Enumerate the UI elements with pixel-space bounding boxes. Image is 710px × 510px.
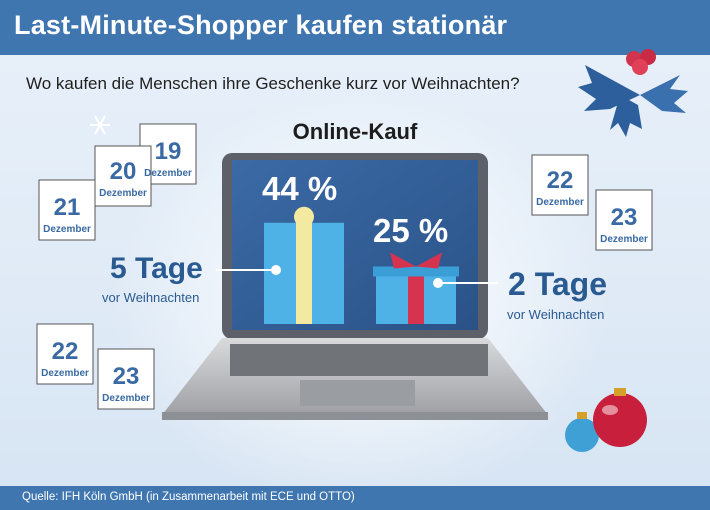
calendar-22-left: 22 Dezember <box>41 338 89 379</box>
left-label-small: vor Weihnachten <box>102 290 200 305</box>
subtitle: Wo kaufen die Menschen ihre Geschenke ku… <box>26 74 520 93</box>
connector-dot-right <box>433 278 443 288</box>
connector-dot-left <box>271 265 281 275</box>
data-label-1: 44 % <box>262 170 338 207</box>
holly-icon <box>578 49 688 137</box>
calendar-19: 19 Dezember <box>144 138 192 179</box>
calendar-22-right: 22 Dezember <box>536 167 584 208</box>
title-bar: Last-Minute-Shopper kaufen stationär <box>0 0 710 55</box>
right-label-big: 2 Tage <box>508 266 607 302</box>
left-label-big: 5 Tage <box>110 252 203 285</box>
chart-bars <box>264 206 459 324</box>
gift-bow-2 <box>390 252 442 269</box>
calendar-20: 20 Dezember <box>99 158 147 199</box>
calendar-21: 21 Dezember <box>43 194 91 235</box>
christmas-ornament-icon <box>565 388 647 452</box>
chart-title: Online-Kauf <box>292 119 418 144</box>
footer: Quelle: IFH Köln GmbH (in Zusammenarbeit… <box>0 486 710 510</box>
calendar-23-left: 23 Dezember <box>102 363 150 404</box>
snowflake-icon <box>90 115 110 135</box>
source-text: Quelle: IFH Köln GmbH (in Zusammenarbeit… <box>22 491 355 503</box>
page-title: Last-Minute-Shopper kaufen stationär <box>14 10 508 40</box>
calendar-icon <box>36 123 653 410</box>
gift-ribbon-1 <box>296 222 312 324</box>
calendar-23-right: 23 Dezember <box>600 204 648 245</box>
gift-lid-2 <box>373 266 459 277</box>
gift-bow-1 <box>294 206 314 227</box>
right-label-small: vor Weihnachten <box>507 307 605 322</box>
gift-ribbon-2 <box>408 266 424 324</box>
data-label-2: 25 % <box>373 212 449 249</box>
